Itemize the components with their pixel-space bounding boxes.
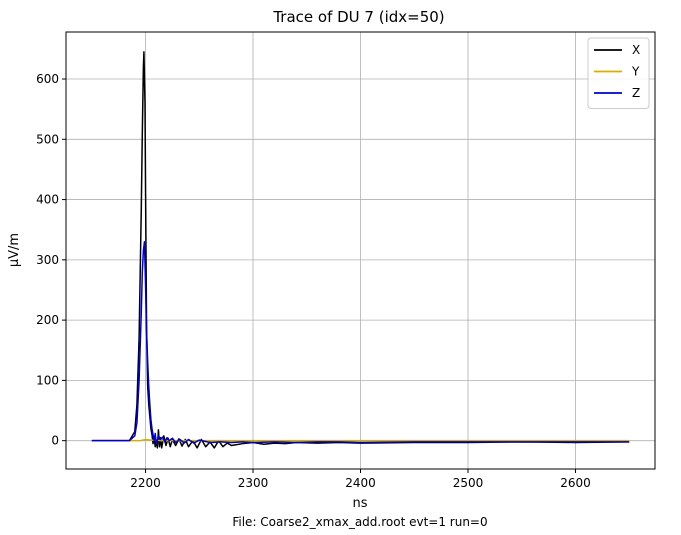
legend-label-y: Y <box>631 65 640 79</box>
legend-label-x: X <box>632 43 640 57</box>
series-line-z <box>91 241 630 446</box>
y-tick-label: 500 <box>36 132 59 146</box>
y-tick-label: 400 <box>36 193 59 207</box>
grid-lines <box>66 32 655 469</box>
x-tick-label: 2300 <box>238 476 269 490</box>
x-axis-label: ns <box>352 496 367 511</box>
x-tick-label: 2600 <box>560 476 591 490</box>
y-tick-label: 600 <box>36 72 59 86</box>
x-tick-label: 2400 <box>345 476 376 490</box>
x-tick-label: 2200 <box>130 476 161 490</box>
y-tick-label: 0 <box>51 434 59 448</box>
y-axis-label: μV/m <box>7 233 22 267</box>
series-line-y <box>91 438 630 442</box>
plot-lines <box>91 51 630 449</box>
x-axis: 2200 2300 2400 2500 2600 <box>130 469 591 490</box>
y-tick-label: 200 <box>36 313 59 327</box>
series-line-x <box>91 51 630 449</box>
chart-title: Trace of DU 7 (idx=50) <box>272 8 444 26</box>
legend: XYZ <box>587 37 650 109</box>
y-tick-label: 100 <box>36 373 59 387</box>
file-info-footer: File: Coarse2_xmax_add.root evt=1 run=0 <box>232 515 487 529</box>
x-tick-label: 2500 <box>453 476 484 490</box>
y-axis: 0 100 200 300 400 500 600 <box>36 72 66 448</box>
legend-box <box>587 37 650 109</box>
legend-label-z: Z <box>632 86 640 100</box>
y-tick-label: 300 <box>36 253 59 267</box>
